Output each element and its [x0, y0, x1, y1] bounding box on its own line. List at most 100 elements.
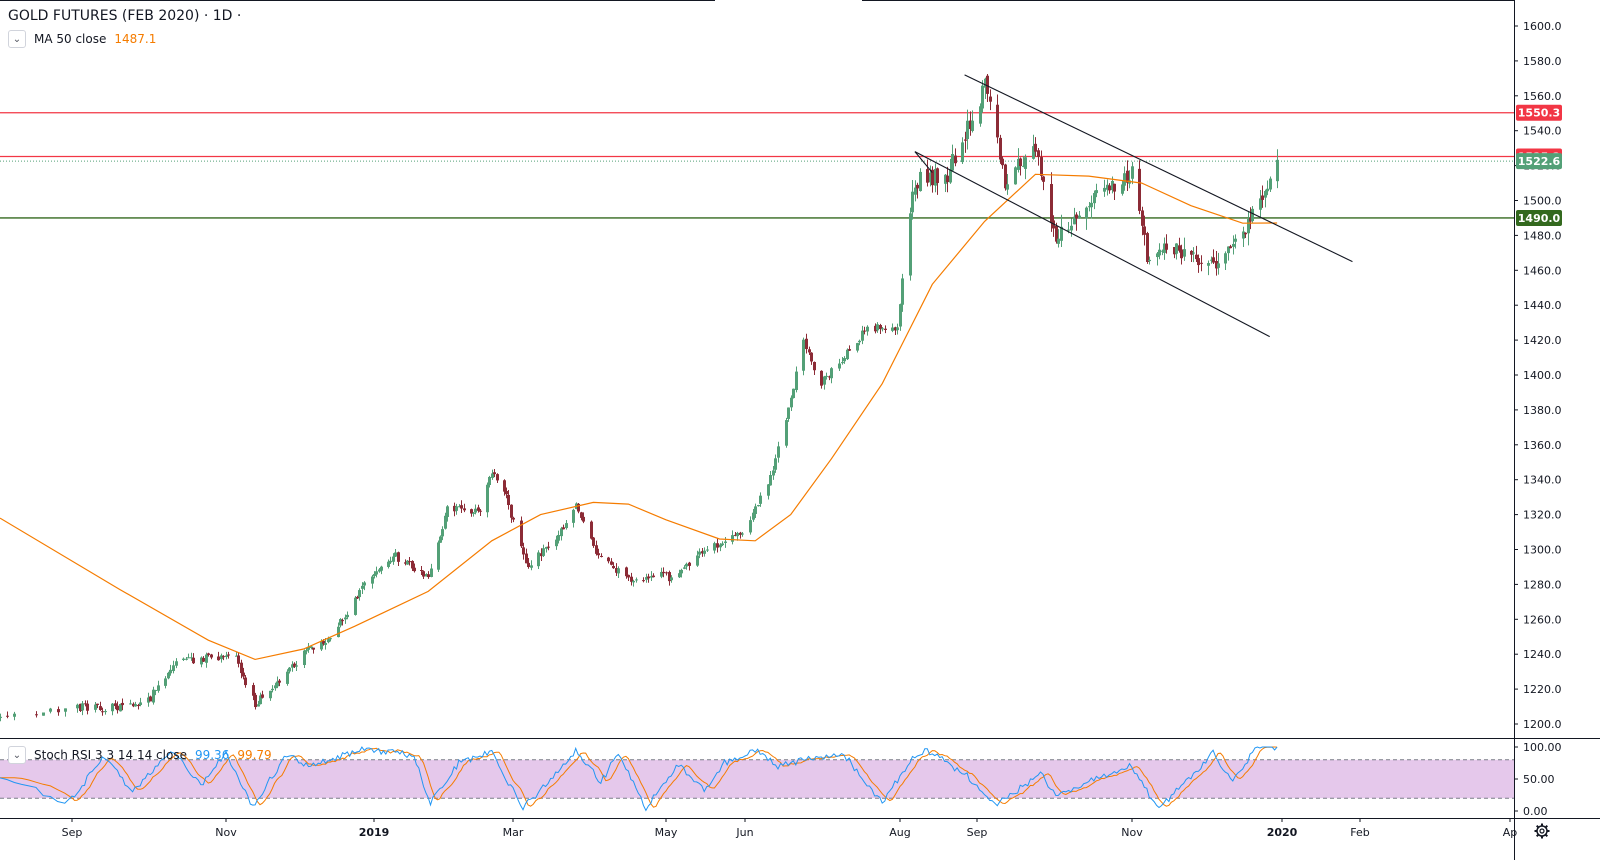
candle-body	[291, 664, 294, 668]
candle-body	[425, 574, 428, 577]
candle-body	[899, 304, 902, 327]
candle-body	[610, 561, 613, 565]
candle-body	[680, 569, 683, 574]
candle-body	[341, 620, 344, 622]
candle-body	[841, 362, 844, 364]
candle-body	[1192, 252, 1195, 254]
candle-body	[846, 349, 849, 360]
candle-body	[293, 663, 296, 667]
candle-body	[1108, 185, 1111, 191]
candle-body	[305, 650, 308, 652]
candle-body	[949, 169, 952, 183]
candle-body	[914, 187, 917, 195]
candle-body	[358, 590, 361, 598]
price-tick-label: 1540.0	[1523, 125, 1562, 138]
level-badge-1550.3	[1516, 104, 1562, 121]
candle-body	[380, 566, 383, 571]
candle-body	[861, 330, 864, 341]
candle-body	[767, 484, 770, 496]
candle-body	[94, 704, 97, 710]
candle-body	[1032, 146, 1035, 159]
candle-body	[337, 626, 340, 638]
candle-body	[1156, 253, 1159, 258]
candle-body	[759, 495, 762, 504]
candle-body	[810, 352, 813, 362]
candle-body	[413, 567, 416, 572]
candle-body	[406, 560, 409, 565]
candle-body	[76, 704, 79, 709]
chart-legend: GOLD FUTURES (FEB 2020) · 1D · ⌄ MA 50 c…	[8, 8, 241, 48]
channel-trend-line	[914, 151, 933, 173]
candle-body	[152, 689, 155, 703]
candle-body	[1113, 183, 1116, 192]
candle-body	[510, 504, 513, 518]
candle-body	[470, 509, 473, 514]
candle-body	[662, 571, 665, 574]
price-tick-label: 1500.0	[1523, 195, 1562, 208]
candle-body	[119, 703, 122, 712]
candle-body	[458, 506, 461, 508]
candle-body	[99, 706, 102, 711]
candle-body	[931, 169, 934, 186]
candle-body	[706, 549, 709, 551]
candle-body	[670, 577, 673, 581]
candle-body	[635, 579, 638, 581]
candle-body	[683, 567, 686, 569]
candle-body	[1090, 202, 1093, 208]
candle-body	[310, 646, 313, 649]
candle-body	[164, 678, 167, 686]
price-tick-label: 1600.0	[1523, 20, 1562, 33]
price-tick-label: 1360.0	[1523, 439, 1562, 452]
candle-body	[813, 361, 816, 371]
candle-body	[986, 75, 989, 94]
candle-body	[1042, 176, 1045, 182]
settings-gear-icon[interactable]	[1534, 823, 1550, 839]
candle-body	[1173, 247, 1176, 255]
candle-body	[647, 576, 650, 579]
candle-body	[491, 473, 494, 478]
candle-body	[1111, 180, 1114, 191]
candle-body	[1276, 159, 1279, 182]
candle-body	[472, 512, 475, 514]
candle-body	[1024, 157, 1027, 169]
gear-tooth	[1535, 824, 1540, 829]
candle-body	[375, 571, 378, 575]
candle-body	[6, 715, 9, 717]
candle-body	[1264, 191, 1267, 198]
candle-body	[734, 534, 737, 536]
candle-body	[84, 703, 87, 705]
candle-body	[741, 533, 744, 535]
candle-body	[512, 517, 515, 520]
candle-body	[1251, 208, 1254, 222]
candle-body	[1143, 226, 1146, 235]
candle-body	[1180, 249, 1183, 259]
candle-body	[1178, 245, 1181, 251]
candle-body	[929, 172, 932, 183]
candle-body	[625, 567, 628, 577]
candle-body	[192, 657, 195, 664]
candle-body	[167, 672, 170, 679]
candle-body	[838, 363, 841, 369]
candle-body	[1070, 225, 1073, 231]
candle-body	[1093, 193, 1096, 204]
candle-body	[339, 619, 342, 626]
candle-body	[1146, 233, 1149, 262]
candle-body	[724, 541, 727, 543]
candle-body	[1067, 229, 1070, 231]
price-tick-label: 1220.0	[1523, 683, 1562, 696]
chevron-down-icon[interactable]: ⌄	[8, 30, 26, 48]
stoch-tick-label: 100.00	[1523, 741, 1562, 754]
candle-body	[805, 338, 808, 350]
candle-body	[856, 343, 859, 351]
candle-body	[455, 506, 458, 511]
candle-body	[121, 702, 124, 706]
candle-body	[557, 534, 560, 541]
candle-body	[769, 475, 772, 486]
candle-body	[946, 175, 949, 183]
candle-body	[493, 472, 496, 475]
chevron-down-icon[interactable]: ⌄	[8, 746, 26, 764]
candle-body	[1057, 238, 1060, 244]
candle-body	[961, 142, 964, 163]
candle-body	[242, 672, 245, 677]
level-badge-label: 1550.3	[1518, 107, 1560, 120]
